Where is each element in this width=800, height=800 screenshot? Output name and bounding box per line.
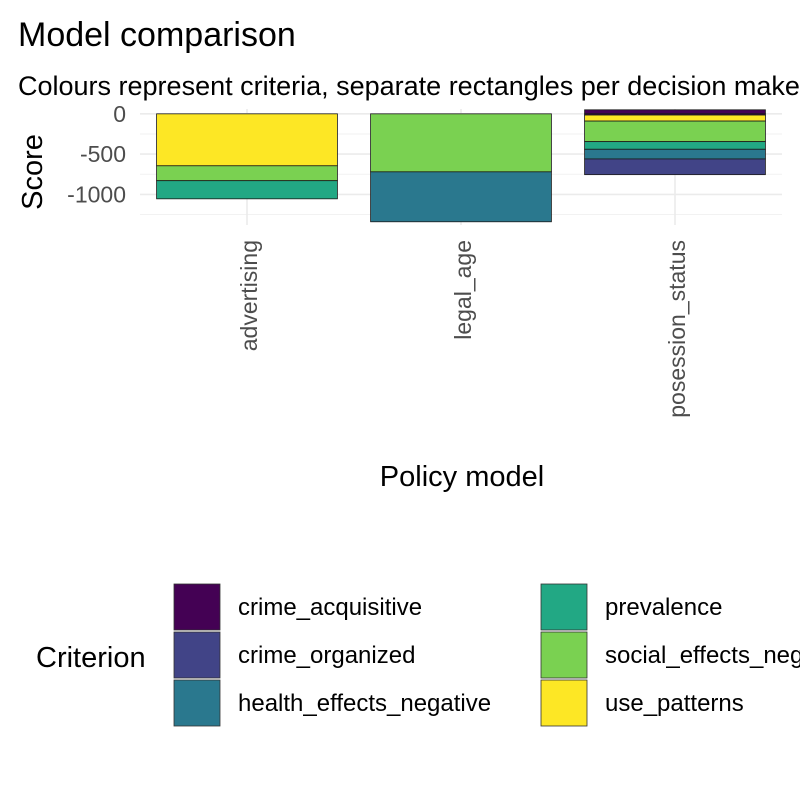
y-axis-ticks: 0 -500 -1000 xyxy=(67,101,126,208)
x-tick-label-advertising: advertising xyxy=(236,240,262,351)
bar-segment-advertising-social_effects_negative xyxy=(156,165,338,182)
legend: crime_acquisitive crime_organized health_e… xyxy=(173,583,800,727)
legend-key-prevalence xyxy=(540,583,588,631)
y-tick-label: -500 xyxy=(80,141,126,167)
x-tick-label-posession_status: posession_status xyxy=(664,240,690,418)
legend-key-crime_organized xyxy=(173,631,221,679)
bar-segment-posession_status-crime_organized xyxy=(584,158,766,176)
legend-key-health_effects_negative xyxy=(173,679,221,727)
bar-segment-posession_status-prevalence xyxy=(584,141,766,150)
legend-label-crime_acquisitive: crime_acquisitive xyxy=(238,594,422,621)
legend-key-social_effects_negative xyxy=(540,631,588,679)
bar-segment-posession_status-crime_acquisitive xyxy=(584,109,766,115)
chart-subtitle: Colours represent criteria, separate rec… xyxy=(18,71,800,101)
chart-title: Model comparison xyxy=(18,16,296,54)
y-axis-label: Score xyxy=(17,134,49,210)
legend-title: Criterion xyxy=(36,642,146,674)
bar-segment-legal_age-health_effects_negative xyxy=(370,171,552,223)
bars xyxy=(156,109,766,223)
legend-label-prevalence: prevalence xyxy=(605,594,722,621)
bar-segment-posession_status-use_patterns xyxy=(584,114,766,122)
legend-label-social_effects_negative: social_effects_negative xyxy=(605,642,800,669)
legend-label-crime_organized: crime_organized xyxy=(238,642,415,669)
x-axis-ticks: advertising legal_age posession_status xyxy=(236,240,690,418)
legend-key-crime_acquisitive xyxy=(173,583,221,631)
bar-segment-posession_status-social_effects_negative xyxy=(584,120,766,143)
legend-label-health_effects_negative: health_effects_negative xyxy=(238,690,491,717)
bar-segment-legal_age-social_effects_negative xyxy=(370,113,552,173)
x-tick-label-legal_age: legal_age xyxy=(450,240,476,340)
bar-segment-advertising-use_patterns xyxy=(156,113,338,167)
legend-key-use_patterns xyxy=(540,679,588,727)
y-tick-label: 0 xyxy=(113,101,126,127)
legend-label-use_patterns: use_patterns xyxy=(605,690,744,717)
y-tick-label: -1000 xyxy=(67,181,126,207)
bar-segment-advertising-prevalence xyxy=(156,180,338,200)
x-axis-label: Policy model xyxy=(380,461,544,493)
bar-segment-posession_status-health_effects_negative xyxy=(584,148,766,160)
